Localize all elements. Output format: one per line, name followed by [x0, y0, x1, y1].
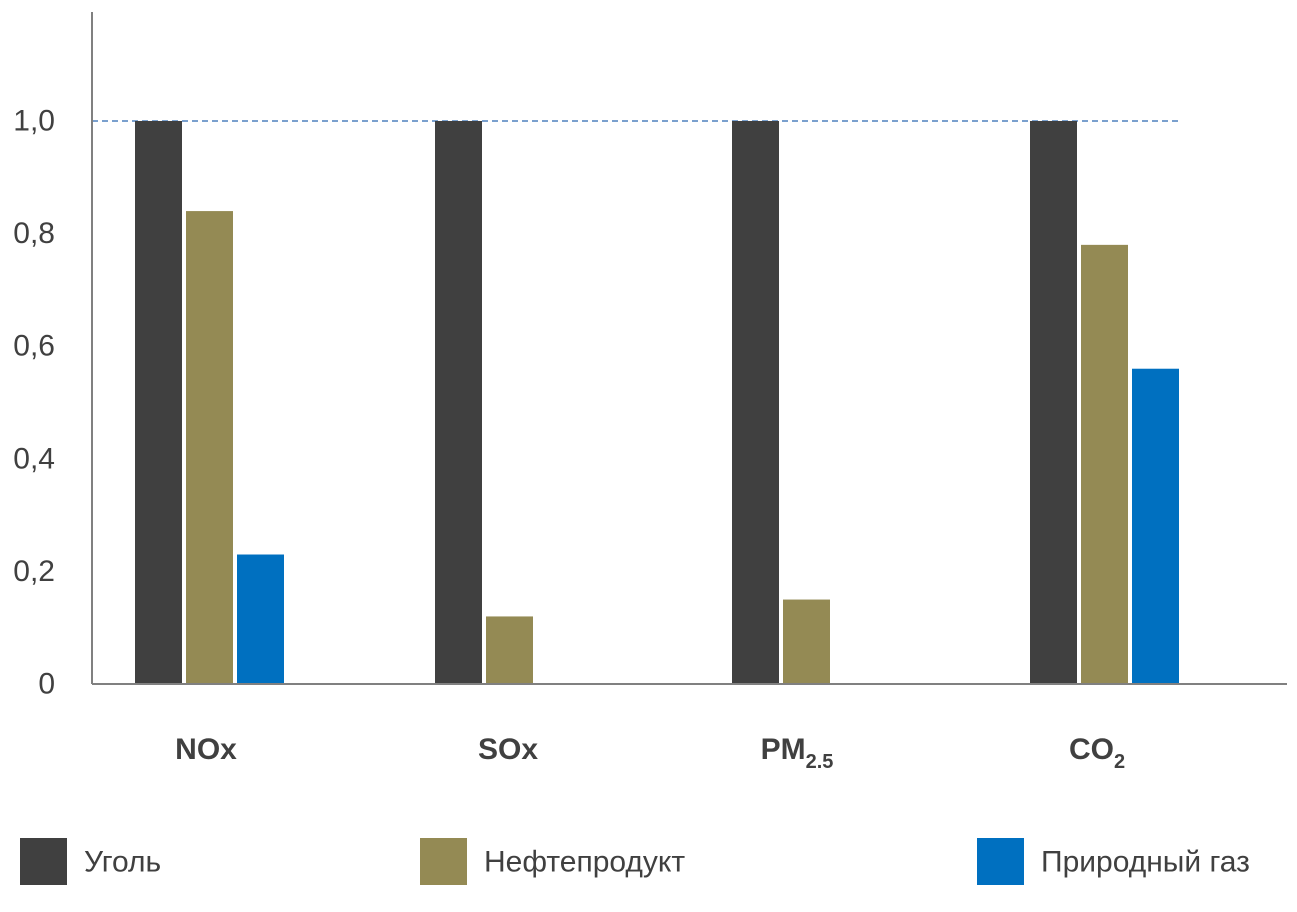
category-label: SOx	[478, 733, 538, 766]
legend-label: Нефтепродукт	[484, 846, 685, 879]
category-label: PM2.5	[761, 733, 834, 773]
legend-item: Нефтепродукт	[420, 838, 685, 885]
legend-label: Природный газ	[1041, 846, 1250, 879]
bar-co2-series-3	[1132, 368, 1179, 684]
bar-co2-series-2	[1081, 244, 1128, 685]
legend-swatch	[20, 838, 67, 885]
bar-sox-series-1	[435, 121, 482, 684]
legend-item: Уголь	[20, 838, 161, 885]
legend-swatch	[420, 838, 467, 885]
bar-pm2.5-series-1	[732, 121, 779, 684]
category-labels: NOx SOx PM2.5 CO2	[175, 733, 1125, 773]
y-tick-labels: 0 0,2 0,4 0,6 0,8 1,0	[13, 105, 55, 701]
y-tick-label: 0,8	[13, 217, 55, 250]
y-tick-label: 0,4	[13, 442, 55, 475]
bar-nox-series-3	[237, 554, 284, 684]
y-tick-label: 0,2	[13, 555, 55, 588]
bar-nox-series-1	[135, 121, 182, 684]
y-tick-label: 0	[38, 668, 55, 701]
y-tick-label: 1,0	[13, 105, 55, 138]
bar-pm2.5-series-2	[783, 599, 830, 684]
bars-layer	[135, 121, 1179, 685]
y-tick-label: 0,6	[13, 330, 55, 363]
bar-sox-series-2	[486, 616, 533, 684]
category-label: CO2	[1069, 733, 1125, 773]
legend-label: Уголь	[84, 846, 161, 879]
category-label: NOx	[175, 733, 237, 766]
bar-nox-series-2	[186, 211, 233, 684]
legend: Уголь Нефтепродукт Природный газ	[20, 838, 1250, 885]
bar-co2-series-1	[1030, 121, 1077, 684]
legend-item: Природный газ	[977, 838, 1250, 885]
legend-swatch	[977, 838, 1024, 885]
